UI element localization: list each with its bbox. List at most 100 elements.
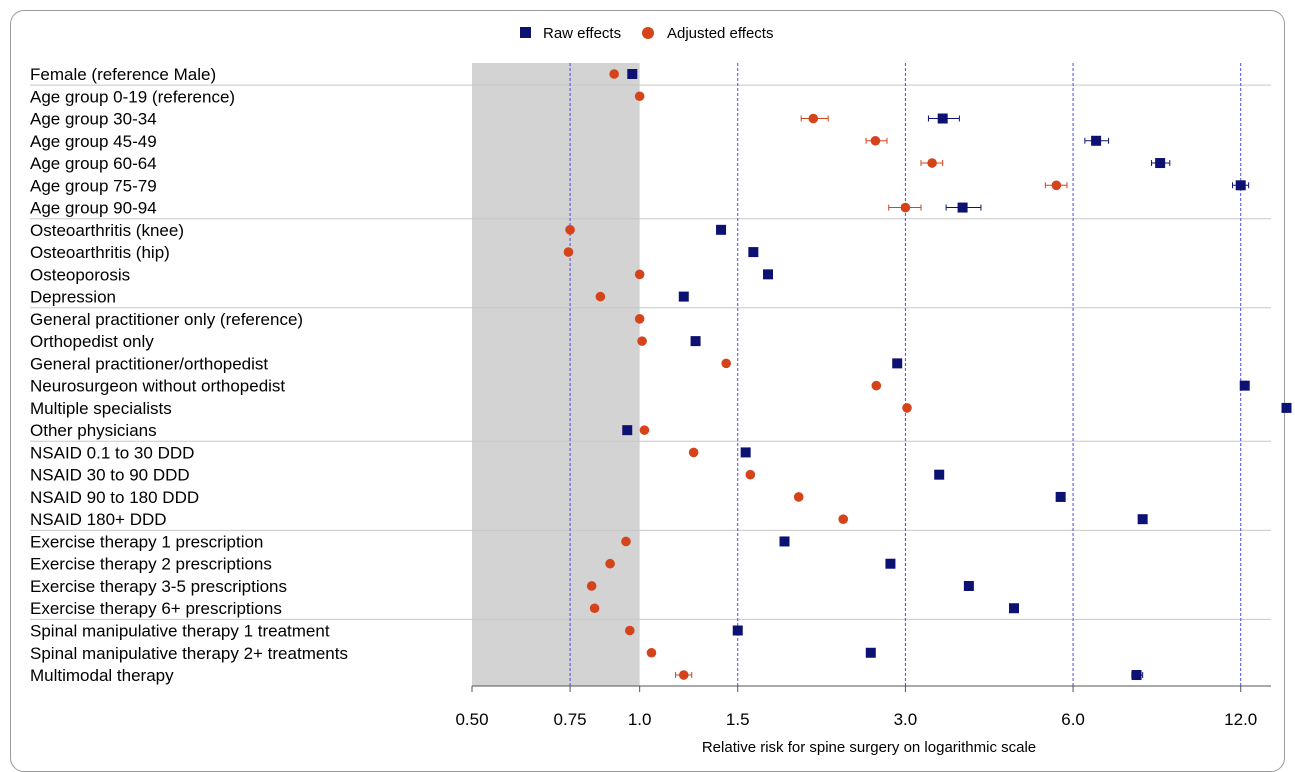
raw-effect-point [627, 69, 638, 79]
raw-effect-point [678, 291, 689, 302]
adjusted-effect-point [639, 425, 650, 435]
adjusted-effect-point [637, 336, 647, 346]
row-labels: Female (reference Male) Age group 0-19 (r… [30, 65, 348, 685]
legend-adjusted-marker [642, 27, 654, 39]
raw-effect-point [1155, 158, 1166, 169]
row-label: Spinal manipulative therapy 1 treatment [30, 622, 330, 641]
data-marks [563, 69, 1292, 681]
row-label: General practitioner only (reference) [30, 310, 303, 329]
raw-effect-point [865, 647, 876, 658]
adjusted-effect-point [678, 670, 689, 680]
x-tick-label: 0.50 [455, 710, 488, 729]
adjusted-effect-point [870, 135, 881, 146]
raw-effect-point [1131, 670, 1142, 681]
adjusted-effect-point [609, 69, 619, 79]
row-label: Osteoarthritis (knee) [30, 221, 184, 240]
row-label: Depression [30, 288, 116, 307]
adjusted-effect-point [563, 247, 574, 257]
row-label: Multimodal therapy [30, 666, 174, 685]
raw-effect-point [732, 625, 743, 636]
adjusted-effect-point [927, 158, 937, 168]
legend-raw-label: Raw effects [543, 25, 621, 42]
adjusted-effect-point [793, 492, 804, 502]
row-label: NSAID 0.1 to 30 DDD [30, 443, 194, 462]
chart-frame [10, 10, 1285, 772]
adjusted-effect-point [688, 447, 699, 458]
raw-effect-point [1055, 491, 1066, 502]
raw-effect-point [1239, 380, 1250, 391]
raw-effect-point [1008, 603, 1019, 614]
adjusted-effect-point [745, 469, 756, 480]
row-label: Age group 45-49 [30, 132, 157, 151]
adjusted-effect-point [808, 113, 819, 124]
row-label: Osteoarthritis (hip) [30, 243, 170, 262]
row-label: Exercise therapy 3-5 prescriptions [30, 577, 287, 596]
row-label: Age group 90-94 [30, 199, 157, 218]
raw-effect-point [622, 425, 633, 436]
adjusted-effect-point [565, 225, 575, 235]
raw-effect-point [740, 447, 751, 458]
raw-effect-point [779, 536, 790, 547]
raw-effect-point [1137, 514, 1148, 525]
raw-effect-point [1235, 180, 1246, 191]
raw-effect-point [1281, 402, 1292, 413]
row-label: Neurosurgeon without orthopedist [30, 377, 285, 396]
row-label: NSAID 180+ DDD [30, 510, 167, 529]
adjusted-effect-point [634, 314, 645, 324]
raw-effect-point [690, 336, 701, 347]
x-tick-label: 12.0 [1224, 710, 1257, 729]
row-label: Age group 60-64 [30, 154, 157, 173]
adjusted-effect-point [605, 558, 615, 569]
adjusted-effect-point [900, 202, 911, 213]
x-tick-label: 0.75 [554, 710, 587, 729]
row-label: Age group 0-19 (reference) [30, 87, 235, 106]
raw-effect-point [937, 113, 948, 124]
row-label: Other physicians [30, 421, 157, 440]
x-axis: 0.50 0.75 1.0 1.5 3.0 6.0 12.0 [455, 685, 1271, 729]
row-label: Multiple specialists [30, 399, 172, 418]
adjusted-effect-point [634, 91, 645, 102]
legend-adjusted-label: Adjusted effects [667, 25, 773, 42]
adjusted-effect-point [1051, 180, 1062, 191]
raw-effect-point [885, 558, 896, 569]
raw-effect-point [748, 247, 759, 258]
row-label: Exercise therapy 6+ prescriptions [30, 599, 282, 618]
raw-effect-point [957, 202, 968, 213]
raw-effect-point [763, 269, 774, 280]
adjusted-effect-point [902, 403, 912, 413]
row-label: Female (reference Male) [30, 65, 216, 84]
row-label: Age group 75-79 [30, 176, 157, 195]
row-label: Exercise therapy 1 prescription [30, 532, 263, 551]
raw-effect-point [892, 358, 903, 369]
legend-raw-marker [520, 27, 531, 38]
row-label: NSAID 30 to 90 DDD [30, 466, 190, 485]
x-tick-label: 3.0 [894, 710, 918, 729]
row-label: Orthopedist only [30, 332, 154, 351]
row-label: Spinal manipulative therapy 2+ treatment… [30, 644, 348, 663]
row-label: NSAID 90 to 180 DDD [30, 488, 199, 507]
row-label: Osteoporosis [30, 265, 130, 284]
adjusted-effect-point [586, 581, 597, 591]
x-tick-label: 6.0 [1061, 710, 1085, 729]
raw-effect-point [963, 580, 974, 591]
raw-effect-point [1091, 135, 1102, 146]
row-label: Age group 30-34 [30, 110, 157, 129]
adjusted-effect-point [621, 536, 631, 547]
adjusted-effect-point [595, 291, 606, 302]
raw-effect-point [934, 469, 945, 480]
adjusted-effect-point [634, 269, 645, 280]
adjusted-effect-point [624, 625, 635, 636]
plot-background [30, 63, 1271, 686]
x-tick-label: 1.0 [628, 710, 652, 729]
adjusted-effect-point [721, 358, 731, 369]
x-axis-title: Relative risk for spine surgery on logar… [702, 739, 1036, 756]
row-label: Exercise therapy 2 prescriptions [30, 555, 272, 574]
legend: Raw effects Adjusted effects [520, 25, 773, 42]
adjusted-effect-point [871, 380, 882, 391]
adjusted-effect-point [646, 647, 657, 658]
adjusted-effect-point [589, 603, 600, 614]
adjusted-effect-point [838, 514, 849, 524]
x-tick-label: 1.5 [726, 710, 750, 729]
raw-effect-point [716, 224, 727, 235]
